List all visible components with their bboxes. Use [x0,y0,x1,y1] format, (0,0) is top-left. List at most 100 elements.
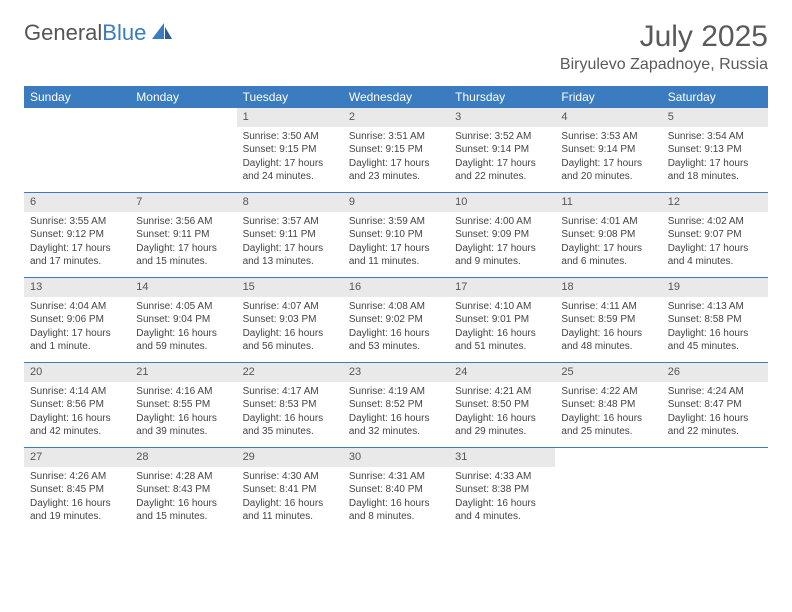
daylight-text: Daylight: 17 hours and 1 minute. [30,327,124,354]
sunrise-text: Sunrise: 3:55 AM [30,215,124,229]
sunset-text: Sunset: 9:03 PM [243,313,337,327]
empty-cell [130,108,236,192]
day-number: 18 [555,278,661,297]
day-cell: 16Sunrise: 4:08 AMSunset: 9:02 PMDayligh… [343,278,449,362]
sunrise-text: Sunrise: 4:11 AM [561,300,655,314]
sunrise-text: Sunrise: 4:22 AM [561,385,655,399]
day-cell: 14Sunrise: 4:05 AMSunset: 9:04 PMDayligh… [130,278,236,362]
daylight-text: Daylight: 16 hours and 42 minutes. [30,412,124,439]
sunrise-text: Sunrise: 3:57 AM [243,215,337,229]
logo-part2: Blue [102,20,146,45]
logo-text: GeneralBlue [24,20,146,46]
day-cell: 24Sunrise: 4:21 AMSunset: 8:50 PMDayligh… [449,363,555,447]
sunset-text: Sunset: 8:55 PM [136,398,230,412]
day-cell: 15Sunrise: 4:07 AMSunset: 9:03 PMDayligh… [237,278,343,362]
sunset-text: Sunset: 9:15 PM [243,143,337,157]
day-number: 20 [24,363,130,382]
week-row: 13Sunrise: 4:04 AMSunset: 9:06 PMDayligh… [24,278,768,363]
day-number: 22 [237,363,343,382]
day-cell: 2Sunrise: 3:51 AMSunset: 9:15 PMDaylight… [343,108,449,192]
day-cell: 21Sunrise: 4:16 AMSunset: 8:55 PMDayligh… [130,363,236,447]
day-cell: 10Sunrise: 4:00 AMSunset: 9:09 PMDayligh… [449,193,555,277]
empty-cell [662,448,768,532]
day-body: Sunrise: 4:04 AMSunset: 9:06 PMDaylight:… [24,297,130,358]
day-number: 17 [449,278,555,297]
day-number: 24 [449,363,555,382]
empty-cell [555,448,661,532]
day-number: 5 [662,108,768,127]
day-number: 31 [449,448,555,467]
daylight-text: Daylight: 16 hours and 53 minutes. [349,327,443,354]
daylight-text: Daylight: 17 hours and 23 minutes. [349,157,443,184]
sunrise-text: Sunrise: 4:10 AM [455,300,549,314]
day-header-row: Sunday Monday Tuesday Wednesday Thursday… [24,86,768,108]
day-cell: 18Sunrise: 4:11 AMSunset: 8:59 PMDayligh… [555,278,661,362]
day-number: 23 [343,363,449,382]
day-number: 2 [343,108,449,127]
week-row: 27Sunrise: 4:26 AMSunset: 8:45 PMDayligh… [24,448,768,532]
day-number: 14 [130,278,236,297]
day-header-wed: Wednesday [343,86,449,108]
day-number: 13 [24,278,130,297]
day-body: Sunrise: 4:31 AMSunset: 8:40 PMDaylight:… [343,467,449,528]
daylight-text: Daylight: 17 hours and 17 minutes. [30,242,124,269]
day-body: Sunrise: 4:17 AMSunset: 8:53 PMDaylight:… [237,382,343,443]
week-row: 1Sunrise: 3:50 AMSunset: 9:15 PMDaylight… [24,108,768,193]
logo-sail-icon [150,21,174,46]
day-cell: 27Sunrise: 4:26 AMSunset: 8:45 PMDayligh… [24,448,130,532]
day-body: Sunrise: 4:13 AMSunset: 8:58 PMDaylight:… [662,297,768,358]
daylight-text: Daylight: 16 hours and 35 minutes. [243,412,337,439]
sunset-text: Sunset: 9:14 PM [561,143,655,157]
sunrise-text: Sunrise: 4:30 AM [243,470,337,484]
day-header-sat: Saturday [662,86,768,108]
day-number: 25 [555,363,661,382]
daylight-text: Daylight: 17 hours and 20 minutes. [561,157,655,184]
day-number: 16 [343,278,449,297]
day-body: Sunrise: 4:30 AMSunset: 8:41 PMDaylight:… [237,467,343,528]
sunrise-text: Sunrise: 4:00 AM [455,215,549,229]
logo: GeneralBlue [24,20,174,46]
day-cell: 22Sunrise: 4:17 AMSunset: 8:53 PMDayligh… [237,363,343,447]
sunrise-text: Sunrise: 3:52 AM [455,130,549,144]
sunrise-text: Sunrise: 4:14 AM [30,385,124,399]
daylight-text: Daylight: 17 hours and 13 minutes. [243,242,337,269]
day-body: Sunrise: 4:08 AMSunset: 9:02 PMDaylight:… [343,297,449,358]
day-cell: 9Sunrise: 3:59 AMSunset: 9:10 PMDaylight… [343,193,449,277]
day-body: Sunrise: 3:52 AMSunset: 9:14 PMDaylight:… [449,127,555,188]
day-body: Sunrise: 3:57 AMSunset: 9:11 PMDaylight:… [237,212,343,273]
day-cell: 23Sunrise: 4:19 AMSunset: 8:52 PMDayligh… [343,363,449,447]
sunrise-text: Sunrise: 3:54 AM [668,130,762,144]
daylight-text: Daylight: 17 hours and 24 minutes. [243,157,337,184]
weeks-container: 1Sunrise: 3:50 AMSunset: 9:15 PMDaylight… [24,108,768,532]
day-cell: 5Sunrise: 3:54 AMSunset: 9:13 PMDaylight… [662,108,768,192]
day-number: 27 [24,448,130,467]
daylight-text: Daylight: 16 hours and 25 minutes. [561,412,655,439]
daylight-text: Daylight: 16 hours and 8 minutes. [349,497,443,524]
day-body: Sunrise: 3:56 AMSunset: 9:11 PMDaylight:… [130,212,236,273]
day-body: Sunrise: 3:51 AMSunset: 9:15 PMDaylight:… [343,127,449,188]
sunset-text: Sunset: 9:04 PM [136,313,230,327]
sunrise-text: Sunrise: 4:07 AM [243,300,337,314]
sunset-text: Sunset: 8:41 PM [243,483,337,497]
daylight-text: Daylight: 16 hours and 56 minutes. [243,327,337,354]
day-number: 11 [555,193,661,212]
sunrise-text: Sunrise: 4:04 AM [30,300,124,314]
sunset-text: Sunset: 9:11 PM [243,228,337,242]
sunrise-text: Sunrise: 3:50 AM [243,130,337,144]
sunset-text: Sunset: 9:15 PM [349,143,443,157]
sunset-text: Sunset: 8:52 PM [349,398,443,412]
day-header-tue: Tuesday [237,86,343,108]
sunrise-text: Sunrise: 3:51 AM [349,130,443,144]
day-body: Sunrise: 4:14 AMSunset: 8:56 PMDaylight:… [24,382,130,443]
day-number: 30 [343,448,449,467]
day-cell: 6Sunrise: 3:55 AMSunset: 9:12 PMDaylight… [24,193,130,277]
daylight-text: Daylight: 16 hours and 22 minutes. [668,412,762,439]
daylight-text: Daylight: 16 hours and 39 minutes. [136,412,230,439]
daylight-text: Daylight: 16 hours and 48 minutes. [561,327,655,354]
day-body: Sunrise: 3:59 AMSunset: 9:10 PMDaylight:… [343,212,449,273]
sunset-text: Sunset: 9:11 PM [136,228,230,242]
sunrise-text: Sunrise: 4:01 AM [561,215,655,229]
sunset-text: Sunset: 8:48 PM [561,398,655,412]
day-body: Sunrise: 4:00 AMSunset: 9:09 PMDaylight:… [449,212,555,273]
day-number: 3 [449,108,555,127]
